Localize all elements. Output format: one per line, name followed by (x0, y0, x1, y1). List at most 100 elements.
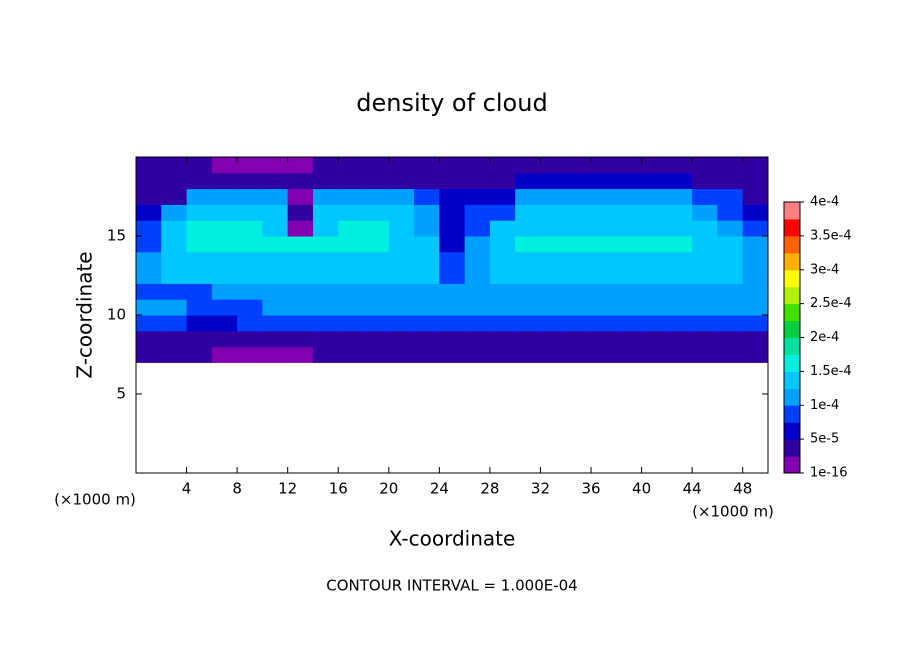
contour-cell (287, 299, 314, 316)
contour-cell (363, 299, 390, 316)
contour-cell (666, 299, 693, 316)
contour-cell (161, 251, 188, 269)
colorbar-tick-label: 1e-4 (810, 398, 839, 413)
contour-cell (211, 172, 238, 190)
contour-cell (186, 172, 213, 190)
contour-cell (312, 330, 339, 348)
contour-cell (388, 220, 415, 237)
contour-cell (489, 330, 516, 348)
x-tick-label: 8 (232, 480, 242, 498)
contour-cell (540, 283, 567, 300)
contour-cell (464, 330, 491, 348)
contour-cell (616, 157, 643, 174)
contour-cell (489, 267, 516, 284)
contour-cell (641, 157, 668, 174)
contour-cell (388, 157, 415, 174)
contour-cell (388, 315, 415, 332)
contour-cell (666, 236, 693, 253)
colorbar-band (784, 354, 800, 372)
contour-cell (591, 283, 617, 300)
contour-cell (312, 283, 339, 300)
contour-cell (262, 251, 289, 269)
contour-cell (136, 220, 162, 237)
x-unit-label: (×1000 m) (54, 491, 136, 509)
contour-cell (565, 330, 592, 348)
contour-cell (211, 251, 238, 269)
contour-cell (262, 330, 289, 348)
contour-cell (262, 299, 289, 316)
contour-cell (338, 220, 365, 237)
x-tick-label: 12 (278, 480, 297, 498)
contour-cell (616, 188, 643, 205)
contour-cell (211, 267, 238, 284)
contour-cell (439, 315, 466, 332)
contour-cell (262, 315, 289, 332)
contour-cell (666, 346, 693, 363)
contour-cell (515, 188, 541, 205)
contour-cell (388, 267, 415, 284)
contour-cell (666, 157, 693, 174)
y-tick-label: 10 (107, 306, 126, 324)
x-axis-label: X-coordinate (389, 527, 516, 551)
contour-cell (262, 188, 289, 205)
contour-cell (211, 236, 238, 253)
colorbar-tick-label: 3.5e-4 (810, 228, 852, 243)
contour-cell (312, 188, 339, 205)
contour-cell (565, 346, 592, 363)
contour-cell (641, 330, 668, 348)
contour-cell (666, 204, 693, 221)
colorbar-tick-label: 5e-5 (810, 432, 839, 447)
contour-cell (591, 251, 617, 269)
colorbar-band (784, 252, 800, 271)
contour-cell (742, 204, 769, 221)
contour-cell (666, 267, 693, 284)
chart-title: density of cloud (356, 89, 547, 117)
contour-cell (616, 299, 643, 316)
contour-cell (591, 220, 617, 237)
contour-cell (692, 188, 718, 205)
contour-cell (692, 315, 718, 332)
colorbar-band (784, 337, 800, 355)
contour-cell (312, 236, 339, 253)
contour-cell (287, 315, 314, 332)
contour-cell (414, 204, 440, 221)
contour-cell (717, 315, 744, 332)
contour-cell (515, 299, 541, 316)
contour-cell (237, 330, 263, 348)
contour-cell (717, 172, 744, 190)
contour-cell (591, 204, 617, 221)
contour-cell (717, 267, 744, 284)
contour-cell (742, 188, 769, 205)
contour-cell (338, 330, 365, 348)
contour-cell (515, 157, 541, 174)
contour-cell (666, 188, 693, 205)
contour-cell (388, 330, 415, 348)
contour-cell (464, 283, 491, 300)
contour-cell (717, 330, 744, 348)
contour-cell (211, 330, 238, 348)
contour-cell (742, 299, 769, 316)
colorbar-band (784, 286, 800, 305)
colorbar-band (784, 371, 800, 389)
contour-cell (161, 236, 188, 253)
contour-cell (540, 157, 567, 174)
contour-cell (237, 236, 263, 253)
contour-cell (161, 172, 188, 190)
contour-cell (312, 204, 339, 221)
contour-cell (591, 267, 617, 284)
contour-cell (717, 220, 744, 237)
contour-cell (186, 315, 213, 332)
contour-cell (540, 267, 567, 284)
contour-cell (211, 283, 238, 300)
contour-cell (439, 346, 466, 363)
contour-cell (186, 267, 213, 284)
contour-cell (237, 299, 263, 316)
contour-cell (161, 188, 188, 205)
contour-cell (540, 204, 567, 221)
contour-cell (136, 251, 162, 269)
contour-cell (489, 346, 516, 363)
colorbar-band (784, 405, 800, 423)
contour-cell (692, 172, 718, 190)
contour-cell (616, 330, 643, 348)
contour-cell (136, 204, 162, 221)
